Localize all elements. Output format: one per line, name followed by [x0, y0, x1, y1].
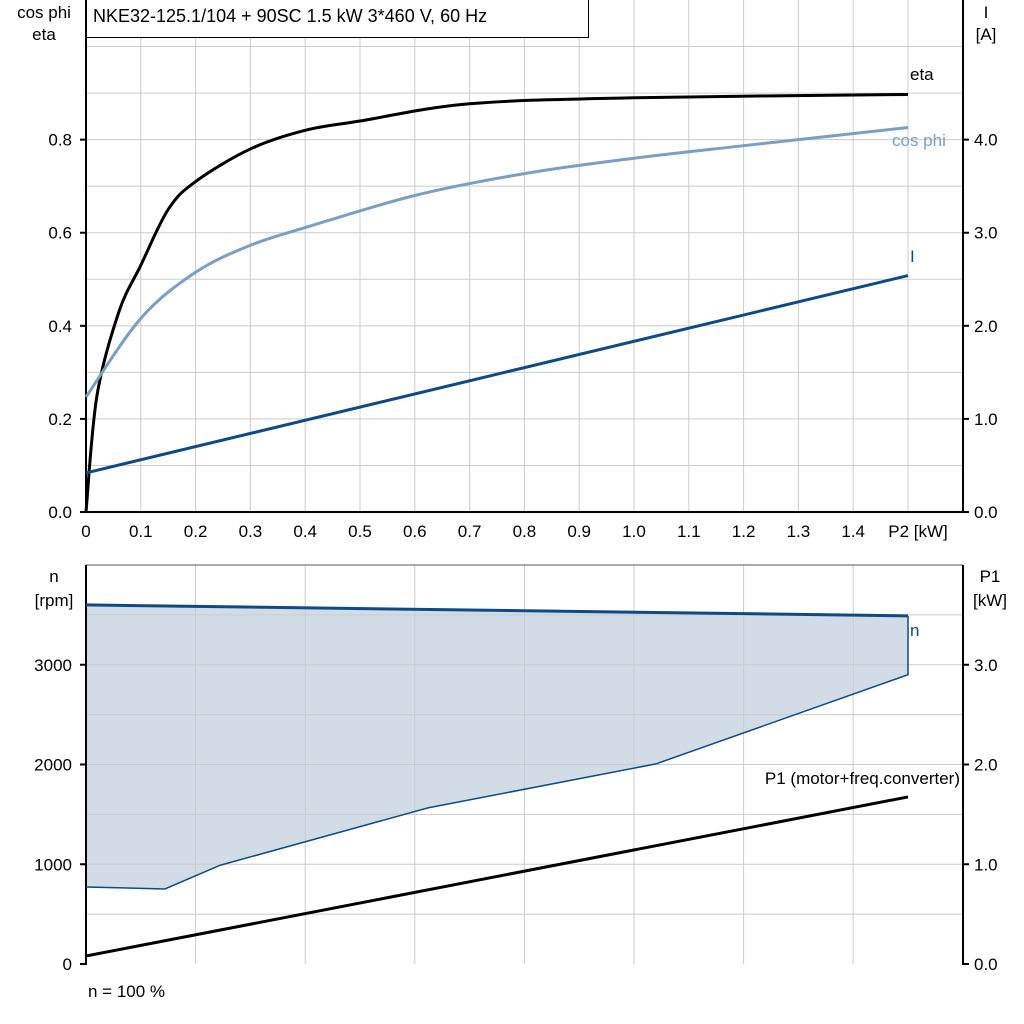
y-tick-label-right: 2.0 — [974, 756, 998, 775]
y-tick-label-left: 0.8 — [48, 131, 72, 150]
y-tick-label-right: 3.0 — [974, 656, 998, 675]
y-axis-label-left: cos phi — [17, 3, 71, 22]
current-curve — [85, 274, 909, 475]
y-tick-label-left: 2000 — [34, 756, 72, 775]
y-tick-label-right: 3.0 — [974, 224, 998, 243]
y-axis-label-right: [kW] — [973, 591, 1007, 610]
x-tick-label: 1.2 — [732, 522, 756, 541]
y-tick-label-right: 4.0 — [974, 131, 998, 150]
y-axis-label-right: I — [984, 3, 989, 22]
x-axis-label: P2 [kW] — [888, 522, 948, 541]
x-tick-label: 0.7 — [458, 522, 482, 541]
y-axis-label-left: eta — [32, 25, 56, 44]
eta-curve — [84, 92, 909, 513]
x-tick-label: 1.3 — [787, 522, 811, 541]
y-tick-label-right: 0.0 — [974, 503, 998, 522]
y-tick-label-right: 1.0 — [974, 855, 998, 874]
x-tick-label: 0.5 — [348, 522, 372, 541]
y-axis-label-left: [rpm] — [35, 591, 74, 610]
x-tick-label: 1.4 — [841, 522, 865, 541]
min-speed-curve — [85, 615, 909, 890]
cosphi-curve — [84, 126, 909, 398]
y-tick-label-right: 0.0 — [974, 955, 998, 974]
speed-note: n = 100 % — [88, 982, 166, 1001]
x-tick-label: 0.3 — [239, 522, 263, 541]
y-axis-label-right: [A] — [976, 25, 997, 44]
x-tick-label: 1.1 — [677, 522, 701, 541]
speed-range-area — [86, 604, 908, 889]
speed-curve-label: n — [910, 621, 919, 640]
p1-curve — [85, 795, 909, 958]
x-tick-label: 0.1 — [129, 522, 153, 541]
current-curve-label: I — [910, 247, 915, 266]
y-tick-label-left: 0.0 — [48, 503, 72, 522]
y-tick-label-left: 1000 — [34, 855, 72, 874]
x-tick-label: 0.2 — [184, 522, 208, 541]
chart-title-box: NKE32-125.1/104 + 90SC 1.5 kW 3*460 V, 6… — [86, 0, 589, 38]
x-tick-label: 0.9 — [567, 522, 591, 541]
y-tick-label-left: 0 — [63, 955, 72, 974]
y-tick-label-left: 0.2 — [48, 410, 72, 429]
y-tick-label-left: 3000 — [34, 656, 72, 675]
cosphi-curve-label: cos phi — [892, 131, 946, 150]
y-axis-label-right: P1 — [980, 567, 1001, 586]
y-tick-label-left: 0.6 — [48, 224, 72, 243]
y-tick-label-right: 2.0 — [974, 317, 998, 336]
eta-curve-label: eta — [910, 65, 934, 84]
speed-curve — [85, 603, 909, 618]
x-tick-label: 1.0 — [622, 522, 646, 541]
x-tick-label: 0.4 — [293, 522, 317, 541]
x-tick-label: 0.8 — [513, 522, 537, 541]
x-tick-label: 0 — [81, 522, 90, 541]
y-axis-label-left: n — [49, 567, 58, 586]
y-tick-label-left: 0.4 — [48, 317, 72, 336]
y-tick-label-right: 1.0 — [974, 410, 998, 429]
p1-curve-label: P1 (motor+freq.converter) — [765, 769, 960, 788]
x-tick-label: 0.6 — [403, 522, 427, 541]
